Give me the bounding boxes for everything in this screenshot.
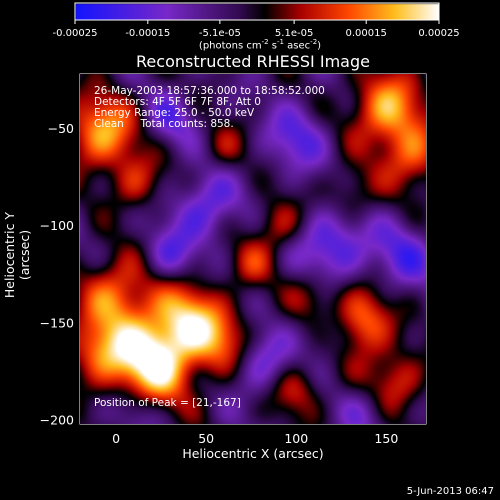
colorbar-tick-label: 5.1e-05 xyxy=(275,28,313,39)
footer-date: 5-Jun-2013 06:47 xyxy=(406,486,494,497)
y-axis-ticks: −50 −100 −150 −200 xyxy=(40,121,426,428)
info-line-detectors: Detectors: 4F 5F 6F 7F 8F, Att 0 xyxy=(94,96,261,108)
y-tick-label: −50 xyxy=(48,121,74,136)
colorbar-tick-label: 0.00015 xyxy=(346,28,387,39)
y-axis-title: Heliocentric Y (arcsec) xyxy=(2,211,32,299)
info-line-time: 26-May-2003 18:57:36.000 to 18:58:52.000 xyxy=(94,85,325,97)
x-axis-title: Heliocentric X (arcsec) xyxy=(182,446,324,461)
y-tick-label: −200 xyxy=(40,413,74,428)
x-tick-label: 0 xyxy=(112,431,120,446)
colorbar-tick-label: -0.00025 xyxy=(53,28,98,39)
y-tick-label: −100 xyxy=(40,218,74,233)
peak-position-label: Position of Peak = [21,-167] xyxy=(94,397,241,409)
x-tick-label: 50 xyxy=(198,431,214,446)
info-line-energy: Energy Range: 25.0 - 50.0 keV xyxy=(94,107,255,119)
colorbar-unit-label: (photons cm-2 s-1 asec-2) xyxy=(198,38,322,52)
x-tick-label: 150 xyxy=(374,431,398,446)
colorbar xyxy=(0,0,500,30)
chart-title: Reconstructed RHESSI Image xyxy=(136,52,370,71)
x-tick-label: 100 xyxy=(284,431,308,446)
colorbar-tick-label: -0.00015 xyxy=(125,28,170,39)
colorbar-tick-label: -5.1e-05 xyxy=(199,28,241,39)
y-tick-label: −150 xyxy=(40,315,74,330)
colorbar-ticks: -0.00025 -0.00015 -5.1e-05 5.1e-05 0.00015 0.… xyxy=(53,20,460,39)
colorbar-tick-label: 0.00025 xyxy=(418,28,459,39)
info-line-counts: Clean Total counts: 858. xyxy=(94,118,234,130)
colorbar-frame xyxy=(74,2,440,21)
heatmap-image xyxy=(80,74,426,424)
